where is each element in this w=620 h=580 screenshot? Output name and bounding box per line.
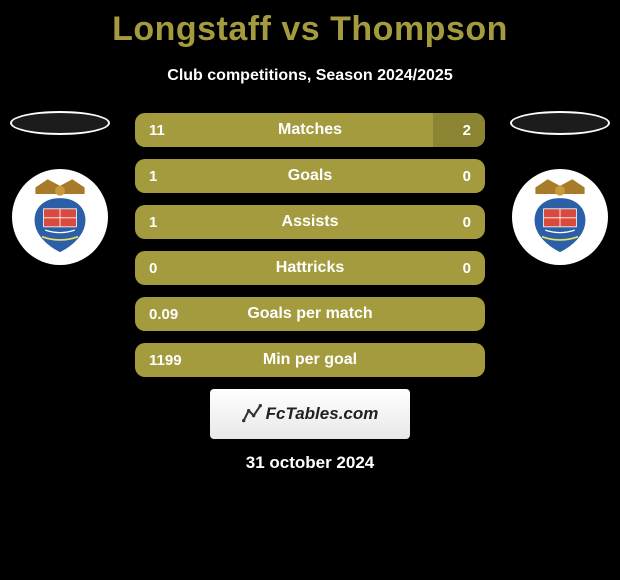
stat-row: 11 Matches 2 bbox=[135, 113, 485, 147]
stat-row: 0 Hattricks 0 bbox=[135, 251, 485, 285]
brand-label: FcTables.com bbox=[266, 404, 379, 424]
stat-value-right: 2 bbox=[463, 122, 471, 139]
date-label: 31 october 2024 bbox=[0, 453, 620, 473]
stat-row: 1 Assists 0 bbox=[135, 205, 485, 239]
stat-label: Min per goal bbox=[263, 351, 357, 369]
stat-label: Hattricks bbox=[276, 259, 344, 277]
club-crest-icon bbox=[19, 176, 101, 258]
stat-row: 0.09 Goals per match bbox=[135, 297, 485, 331]
stat-value-left: 1 bbox=[149, 168, 157, 185]
comparison-panel: 11 Matches 2 1 Goals 0 1 Assists 0 0 Hattricks 0 0.0… bbox=[0, 113, 620, 377]
stat-right-fill bbox=[433, 113, 486, 147]
club-crest-icon bbox=[519, 176, 601, 258]
stat-value-left: 0 bbox=[149, 260, 157, 277]
stat-value-left: 1 bbox=[149, 214, 157, 231]
chart-icon bbox=[242, 404, 262, 424]
subtitle: Club competitions, Season 2024/2025 bbox=[0, 67, 620, 85]
stat-value-left: 0.09 bbox=[149, 306, 178, 323]
stat-label: Matches bbox=[278, 121, 342, 139]
stat-label: Assists bbox=[282, 213, 339, 231]
stat-value-right: 0 bbox=[463, 168, 471, 185]
stats-list: 11 Matches 2 1 Goals 0 1 Assists 0 0 Hattricks 0 0.0… bbox=[135, 113, 485, 377]
stat-label: Goals per match bbox=[247, 305, 372, 323]
page-title: Longstaff vs Thompson bbox=[0, 0, 620, 49]
stat-value-right: 0 bbox=[463, 260, 471, 277]
stat-label: Goals bbox=[288, 167, 332, 185]
stat-value-left: 11 bbox=[149, 122, 165, 139]
stat-row: 1199 Min per goal bbox=[135, 343, 485, 377]
player-oval-left bbox=[10, 111, 110, 135]
stat-row: 1 Goals 0 bbox=[135, 159, 485, 193]
brand-badge[interactable]: FcTables.com bbox=[210, 389, 410, 439]
club-badge-left bbox=[12, 169, 108, 265]
club-badge-right bbox=[512, 169, 608, 265]
stat-value-right: 0 bbox=[463, 214, 471, 231]
stat-value-left: 1199 bbox=[149, 352, 182, 369]
player-oval-right bbox=[510, 111, 610, 135]
